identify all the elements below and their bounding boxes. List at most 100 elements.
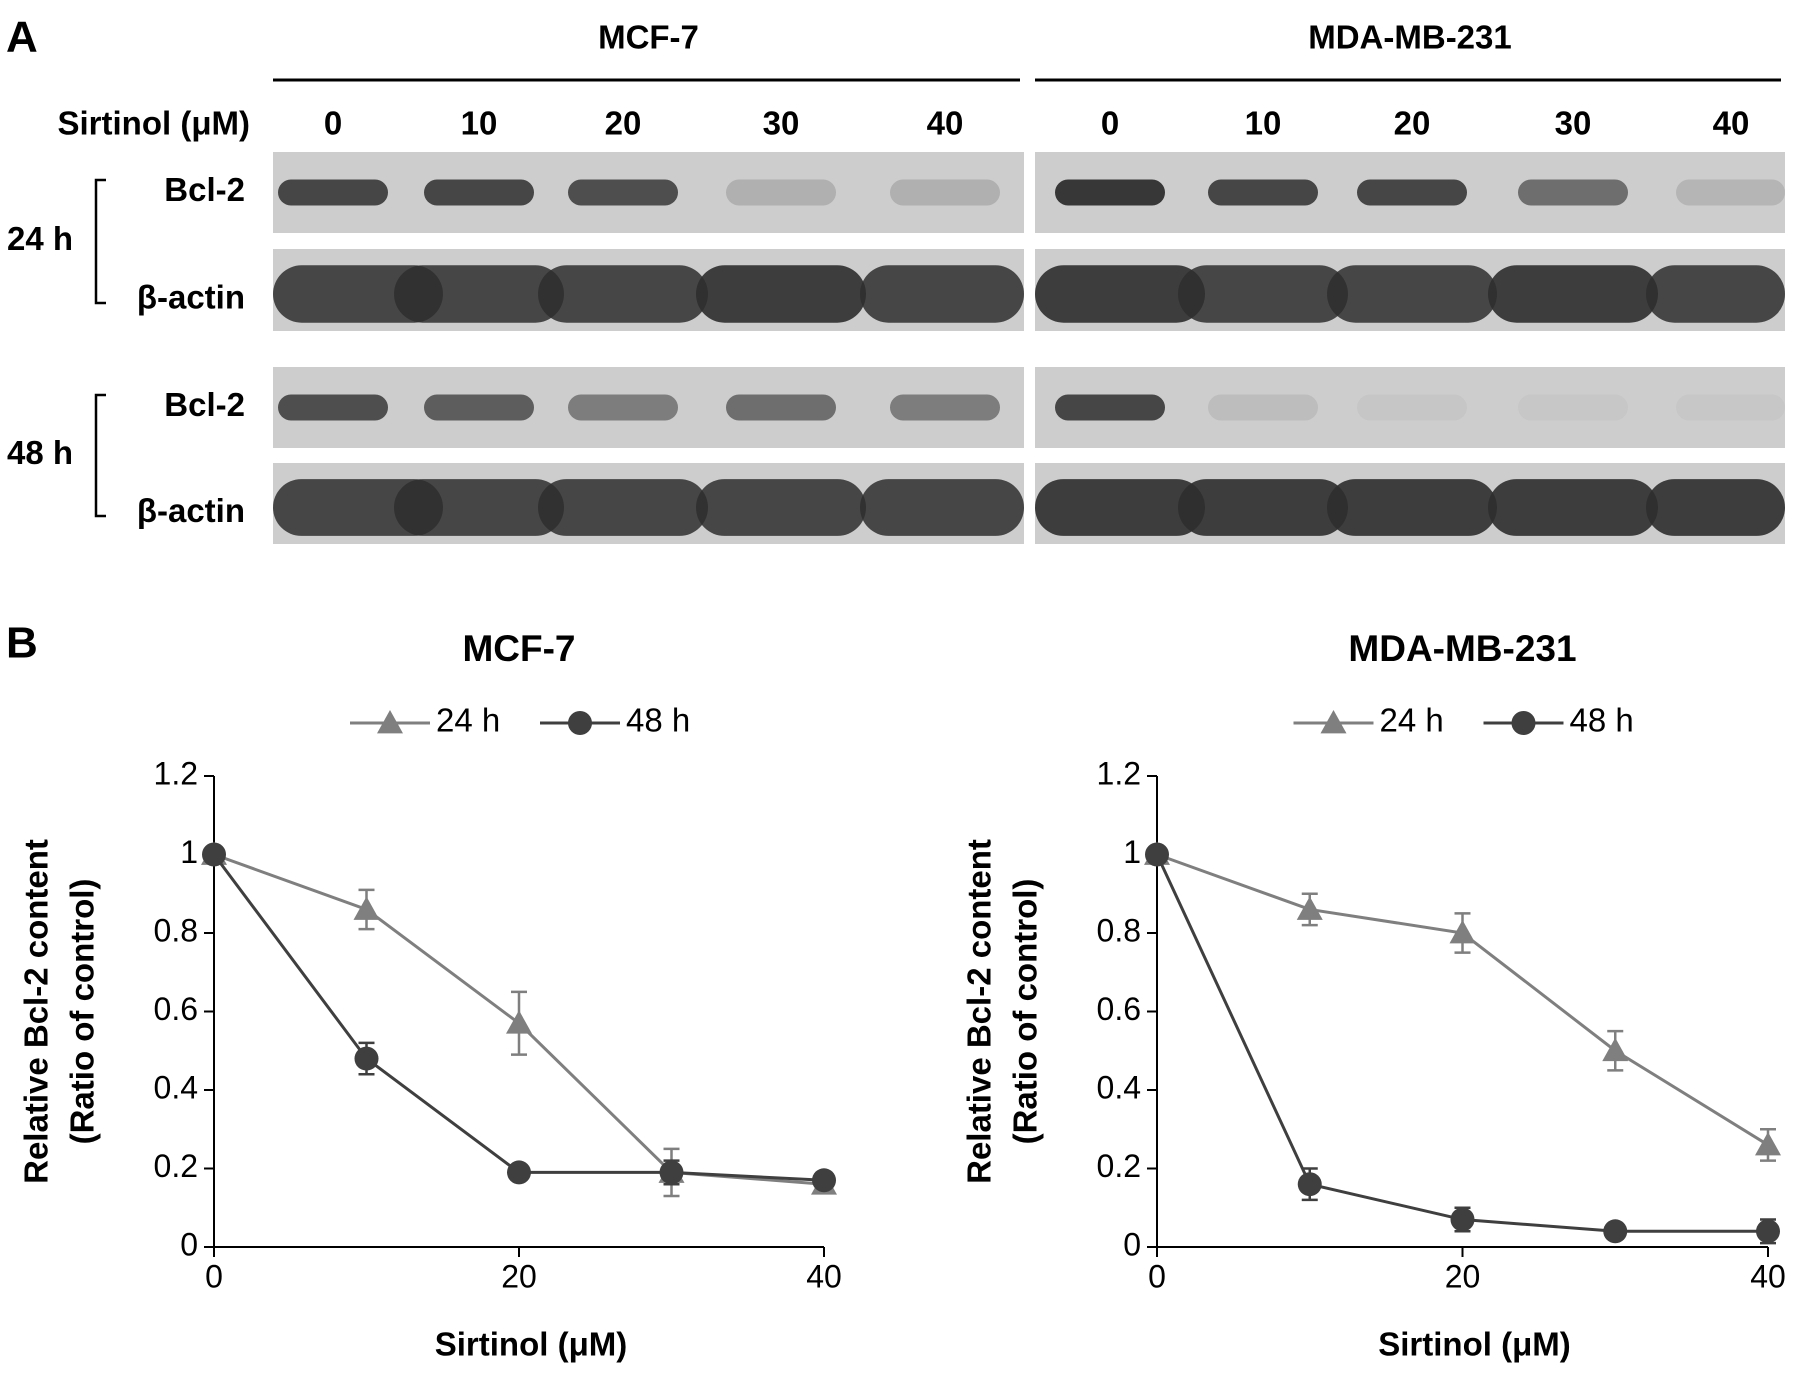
y-tick-label: 1 [180, 834, 198, 870]
marker [1450, 1207, 1475, 1232]
blot-band [1055, 394, 1165, 421]
y-axis-label: (Ratio of control) [64, 879, 101, 1145]
blot-band [890, 179, 1000, 206]
x-tick-label: 0 [205, 1258, 223, 1294]
blot-band [1055, 179, 1165, 206]
blot-band [278, 179, 388, 206]
chart-title: MCF-7 [462, 628, 575, 669]
marker [377, 710, 403, 734]
blot-band [424, 179, 534, 206]
y-tick-label: 0.4 [1097, 1069, 1141, 1105]
marker [1320, 710, 1347, 734]
chart-title: MDA-MB-231 [1348, 628, 1576, 669]
y-axis-label: Relative Bcl-2 content [961, 839, 998, 1184]
blot-band [1327, 479, 1497, 536]
blot-band [696, 479, 866, 536]
blot-band [1178, 479, 1348, 536]
blot-band [1357, 394, 1467, 421]
row-label: Bcl-2 [164, 171, 245, 208]
marker [1602, 1037, 1629, 1062]
row-label: β-actin [137, 279, 245, 316]
dose-label: 10 [461, 105, 498, 142]
blot-band [860, 265, 1024, 323]
blot-band [1035, 479, 1205, 536]
blot-band [1488, 479, 1658, 536]
dose-label: 10 [1245, 105, 1282, 142]
blot-band [1676, 179, 1785, 206]
blot-band [394, 479, 564, 536]
y-tick-label: 0.8 [1097, 912, 1141, 948]
dose-label: 40 [1713, 105, 1750, 142]
legend-label: 24 h [436, 702, 500, 739]
blot-band [1518, 395, 1628, 421]
y-axis-label: (Ratio of control) [1007, 879, 1044, 1145]
group-label: MCF-7 [598, 19, 699, 56]
marker [353, 896, 380, 920]
marker [354, 1046, 379, 1071]
x-axis-label: Sirtinol (μM) [1378, 1326, 1571, 1363]
blot-band [696, 265, 866, 323]
dose-label: Sirtinol (μM) [58, 105, 251, 142]
timepoint-label: 24 h [7, 220, 73, 257]
marker [507, 1160, 531, 1185]
row-label: β-actin [137, 492, 245, 529]
y-tick-label: 1.2 [154, 755, 198, 791]
blot-band [1035, 265, 1205, 323]
x-tick-label: 0 [1148, 1258, 1166, 1294]
dose-label: 20 [1394, 105, 1431, 142]
marker [1145, 842, 1169, 867]
y-tick-label: 0.2 [154, 1148, 198, 1184]
blot-band [860, 479, 1024, 536]
blot-band [568, 394, 678, 421]
blot-band [726, 179, 836, 206]
marker [1297, 1172, 1322, 1197]
x-tick-label: 20 [501, 1258, 537, 1294]
marker [1756, 1219, 1780, 1244]
marker [1296, 896, 1323, 920]
x-axis-label: Sirtinol (μM) [435, 1326, 628, 1363]
panel-label: A [6, 13, 38, 62]
blot-band [394, 265, 564, 323]
blot-band [726, 394, 836, 421]
y-axis-label: Relative Bcl-2 content [18, 839, 55, 1184]
blot-band [1357, 179, 1467, 206]
marker [202, 842, 226, 867]
y-tick-label: 0.6 [1097, 991, 1141, 1027]
marker [812, 1168, 836, 1193]
marker [1603, 1219, 1628, 1244]
legend-label: 24 h [1380, 702, 1444, 739]
y-tick-label: 0 [1123, 1226, 1141, 1262]
blot-band [1327, 265, 1497, 323]
marker [1755, 1131, 1781, 1156]
y-tick-label: 1.2 [1097, 755, 1141, 791]
blot-band [568, 179, 678, 206]
blot-band [538, 479, 708, 536]
blot-band [1208, 179, 1318, 206]
marker [659, 1160, 684, 1185]
legend-label: 48 h [1570, 702, 1634, 739]
timepoint-label: 48 h [7, 434, 73, 471]
y-tick-label: 0.2 [1097, 1148, 1141, 1184]
y-tick-label: 0.4 [154, 1069, 198, 1105]
blot-band [1208, 394, 1318, 421]
dose-label: 0 [1101, 105, 1119, 142]
blot-band [1488, 265, 1658, 323]
marker [1449, 920, 1476, 944]
bracket [94, 178, 106, 305]
marker [506, 1010, 532, 1034]
marker [568, 711, 592, 735]
x-tick-label: 20 [1445, 1258, 1481, 1294]
dose-label: 0 [324, 105, 342, 142]
x-tick-label: 40 [1750, 1258, 1786, 1294]
dose-label: 30 [763, 105, 800, 142]
blot-band [278, 394, 388, 421]
y-tick-label: 0.6 [154, 991, 198, 1027]
blot-band [890, 394, 1000, 421]
blot-band [1646, 479, 1785, 536]
blot-band [1178, 265, 1348, 323]
row-label: Bcl-2 [164, 386, 245, 423]
panel-label: B [6, 619, 38, 668]
marker [1511, 711, 1536, 735]
